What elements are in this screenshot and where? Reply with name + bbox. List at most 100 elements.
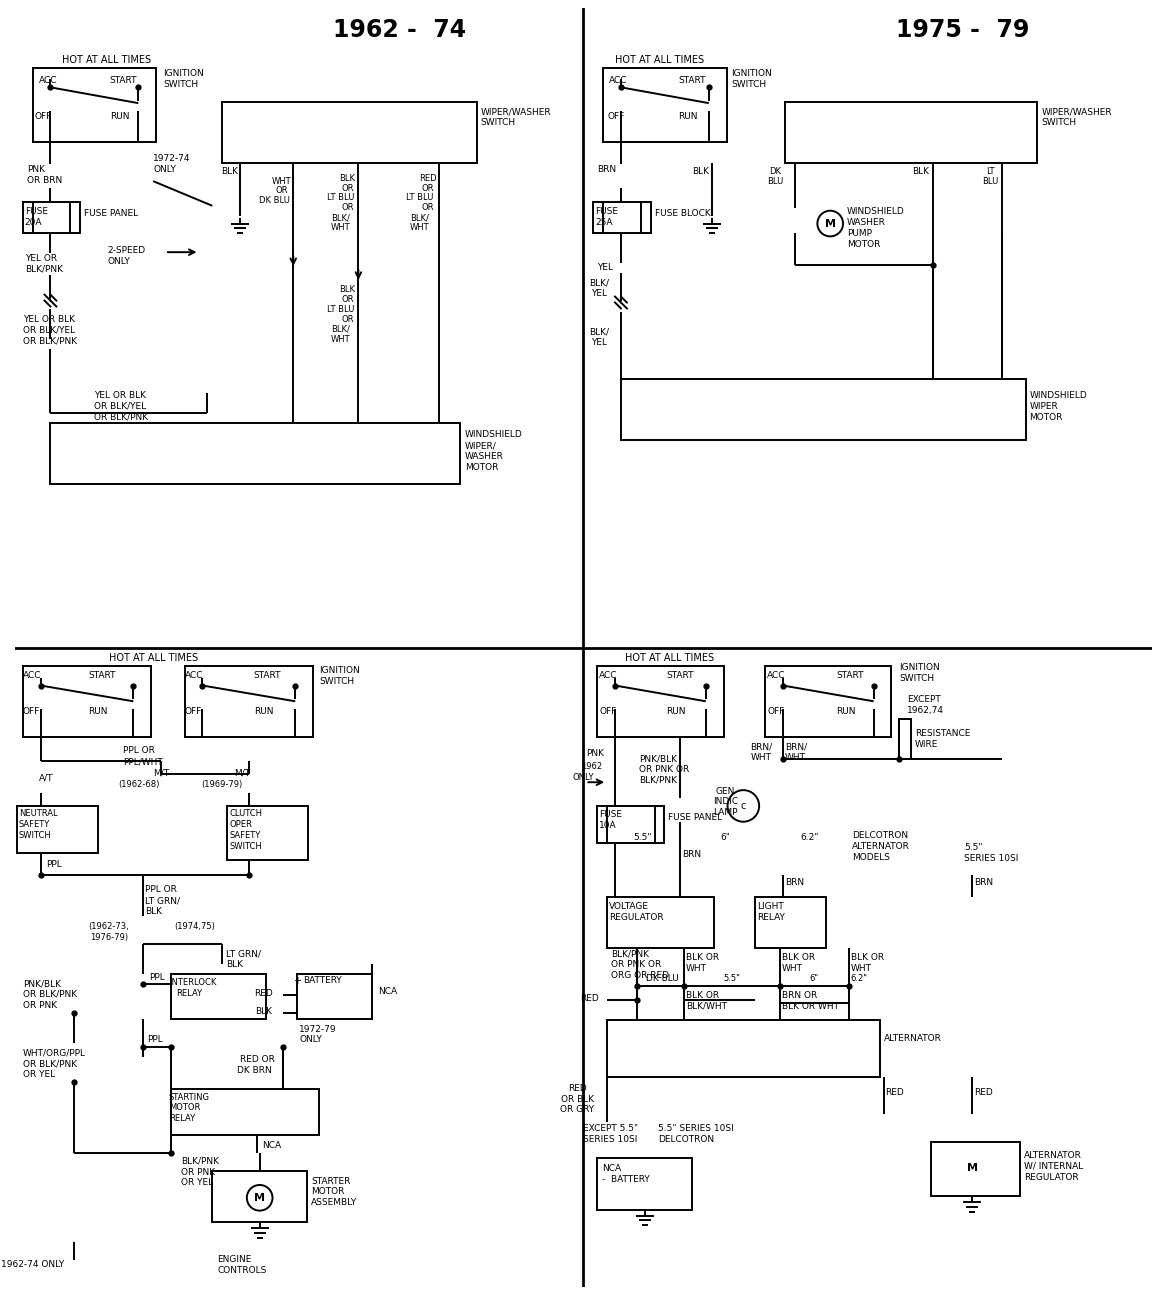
Text: REGULATOR: REGULATOR bbox=[609, 913, 664, 922]
Text: OFF: OFF bbox=[599, 707, 616, 716]
Text: OR: OR bbox=[275, 186, 288, 196]
Text: WINDSHIELD: WINDSHIELD bbox=[1030, 391, 1087, 400]
Text: OFF: OFF bbox=[23, 707, 40, 716]
Text: ONLY: ONLY bbox=[300, 1036, 323, 1044]
Text: ALTERNATOR: ALTERNATOR bbox=[884, 1035, 941, 1044]
Bar bbox=[23, 202, 79, 233]
Text: LT GRN/: LT GRN/ bbox=[145, 896, 180, 905]
Text: RED: RED bbox=[568, 1084, 586, 1093]
Text: ASSEMBLY: ASSEMBLY bbox=[311, 1198, 357, 1207]
Text: NCA: NCA bbox=[262, 1141, 281, 1150]
Text: OR BLK/PNK: OR BLK/PNK bbox=[23, 337, 77, 346]
Text: PNK/BLK: PNK/BLK bbox=[638, 754, 676, 763]
Text: ENGINE: ENGINE bbox=[218, 1255, 251, 1264]
Text: 1972-74: 1972-74 bbox=[153, 154, 190, 163]
Text: 6": 6" bbox=[810, 974, 819, 983]
Text: FUSE PANEL: FUSE PANEL bbox=[668, 813, 722, 822]
Text: IGNITION: IGNITION bbox=[900, 663, 940, 672]
Text: 1962-74 ONLY: 1962-74 ONLY bbox=[1, 1260, 65, 1269]
Text: MOTOR: MOTOR bbox=[311, 1188, 344, 1197]
Text: LT BLU: LT BLU bbox=[406, 193, 433, 202]
Text: START: START bbox=[109, 76, 137, 85]
Text: DELCOTRON: DELCOTRON bbox=[852, 831, 908, 840]
Bar bbox=[170, 974, 266, 1019]
Text: M/T: M/T bbox=[234, 769, 250, 778]
Bar bbox=[621, 378, 1025, 440]
Text: START: START bbox=[253, 671, 281, 680]
Text: OR PNK: OR PNK bbox=[23, 1001, 56, 1010]
Text: OR: OR bbox=[341, 184, 354, 193]
Bar bbox=[222, 102, 477, 163]
Text: BLK: BLK bbox=[692, 167, 710, 176]
Text: 6.2": 6.2" bbox=[850, 974, 867, 983]
Text: LAMP: LAMP bbox=[713, 808, 737, 817]
Bar bbox=[23, 666, 151, 737]
Text: BRN/: BRN/ bbox=[785, 742, 806, 751]
Text: START: START bbox=[836, 671, 864, 680]
Text: BRN: BRN bbox=[785, 878, 804, 887]
Text: WHT: WHT bbox=[782, 965, 803, 974]
Text: OR GRY: OR GRY bbox=[561, 1106, 594, 1115]
Text: PPL: PPL bbox=[46, 860, 62, 869]
Text: SWITCH: SWITCH bbox=[229, 842, 262, 851]
Text: OR YEL: OR YEL bbox=[23, 1070, 55, 1079]
Text: LT BLU: LT BLU bbox=[327, 304, 355, 313]
Text: RESISTANCE: RESISTANCE bbox=[915, 729, 970, 738]
Text: OR: OR bbox=[422, 203, 434, 212]
Text: DK BLU: DK BLU bbox=[259, 197, 290, 206]
Text: 20A: 20A bbox=[24, 218, 43, 227]
Text: A/T: A/T bbox=[39, 774, 54, 782]
Text: OR BLK/PNK: OR BLK/PNK bbox=[93, 413, 147, 421]
Text: RELAY: RELAY bbox=[176, 989, 202, 998]
Text: PPL OR: PPL OR bbox=[145, 886, 177, 895]
Text: BLK: BLK bbox=[226, 961, 243, 970]
Text: BRN: BRN bbox=[975, 878, 993, 887]
Text: INDIC: INDIC bbox=[713, 798, 738, 807]
Text: OFF: OFF bbox=[35, 113, 52, 122]
Text: W/ INTERNAL: W/ INTERNAL bbox=[1024, 1162, 1083, 1171]
Text: PPL: PPL bbox=[149, 973, 165, 982]
Text: M: M bbox=[255, 1193, 265, 1203]
Text: SWITCH: SWITCH bbox=[162, 80, 198, 89]
Text: RED: RED bbox=[255, 989, 273, 998]
Text: OR BRN: OR BRN bbox=[26, 176, 62, 185]
Text: RUN: RUN bbox=[679, 113, 698, 122]
Text: NCA: NCA bbox=[378, 987, 397, 996]
Bar bbox=[785, 102, 1037, 163]
Text: BLK OR: BLK OR bbox=[687, 953, 719, 962]
Text: START: START bbox=[679, 76, 706, 85]
Bar bbox=[607, 1020, 880, 1077]
Text: OFF: OFF bbox=[184, 707, 202, 716]
Text: NEUTRAL: NEUTRAL bbox=[18, 809, 58, 818]
Text: SWITCH: SWITCH bbox=[18, 831, 52, 840]
Text: SWITCH: SWITCH bbox=[732, 80, 766, 89]
Text: RUN: RUN bbox=[88, 707, 107, 716]
Text: RED: RED bbox=[579, 993, 599, 1002]
Text: ONLY: ONLY bbox=[573, 773, 594, 782]
Text: START: START bbox=[666, 671, 694, 680]
Text: RUN: RUN bbox=[253, 707, 273, 716]
Text: HOT AT ALL TIMES: HOT AT ALL TIMES bbox=[615, 54, 704, 65]
Text: FUSE: FUSE bbox=[599, 811, 622, 820]
Text: RED OR: RED OR bbox=[241, 1055, 275, 1064]
Text: OR: OR bbox=[341, 295, 354, 304]
Text: 1962 -  74: 1962 - 74 bbox=[333, 18, 467, 41]
Text: (1969-79): (1969-79) bbox=[202, 780, 243, 789]
Text: 1962,74: 1962,74 bbox=[908, 706, 945, 715]
Text: 6": 6" bbox=[721, 833, 730, 842]
Text: BLK OR: BLK OR bbox=[782, 953, 814, 962]
Text: PPL/WHT: PPL/WHT bbox=[123, 758, 164, 767]
Text: SAFETY: SAFETY bbox=[18, 820, 50, 829]
Text: 10A: 10A bbox=[599, 821, 616, 830]
Text: FUSE PANEL: FUSE PANEL bbox=[84, 210, 138, 218]
Bar bbox=[597, 805, 665, 843]
Bar bbox=[51, 423, 460, 484]
Text: YEL: YEL bbox=[591, 338, 607, 347]
Text: M: M bbox=[967, 1163, 978, 1173]
Text: WINDSHIELD: WINDSHIELD bbox=[465, 430, 523, 439]
Text: BRN: BRN bbox=[597, 164, 616, 174]
Text: WIPER/WASHER: WIPER/WASHER bbox=[480, 107, 552, 117]
Text: OR BLK/YEL: OR BLK/YEL bbox=[23, 325, 75, 334]
Text: 1972-79: 1972-79 bbox=[300, 1024, 336, 1033]
Text: BLK/: BLK/ bbox=[410, 214, 429, 223]
